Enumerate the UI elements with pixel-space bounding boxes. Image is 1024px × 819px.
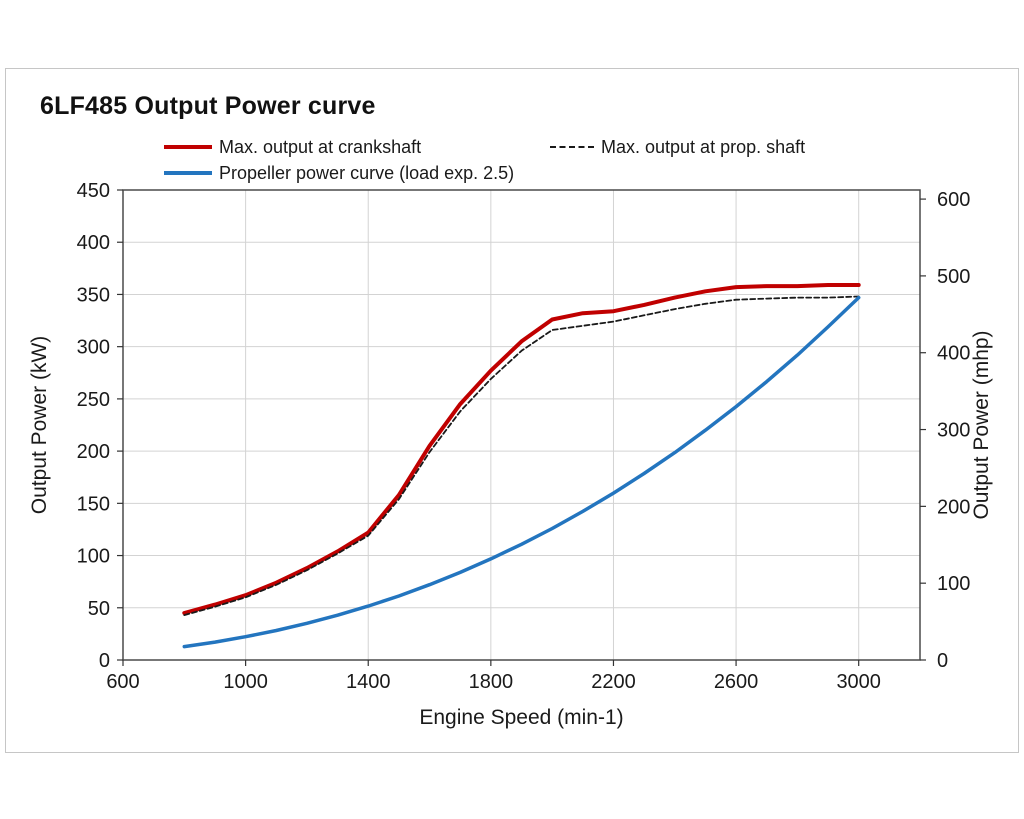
svg-text:200: 200: [77, 441, 110, 463]
svg-text:400: 400: [77, 232, 110, 254]
svg-text:0: 0: [99, 650, 110, 672]
chart-title: 6LF485 Output Power curve: [40, 92, 376, 120]
svg-text:Output Power (kW): Output Power (kW): [28, 336, 51, 515]
legend-label-crankshaft: Max. output at crankshaft: [219, 136, 422, 157]
legend-item-prop-shaft: Max. output at prop. shaft: [550, 136, 805, 158]
svg-text:350: 350: [77, 284, 110, 306]
legend-item-propeller: Propeller power curve (load exp. 2.5): [164, 162, 514, 184]
svg-text:Engine Speed (min-1): Engine Speed (min-1): [419, 706, 623, 729]
svg-text:Output Power (mhp): Output Power (mhp): [970, 330, 993, 519]
svg-text:600: 600: [106, 671, 139, 693]
svg-text:3000: 3000: [836, 671, 881, 693]
chart-border-frame: [5, 68, 1019, 753]
legend-item-crankshaft: Max. output at crankshaft: [164, 136, 421, 158]
legend-line-crankshaft-icon: [164, 145, 212, 149]
svg-text:400: 400: [937, 343, 970, 365]
svg-text:450: 450: [77, 180, 110, 202]
svg-text:2600: 2600: [714, 671, 759, 693]
legend-label-prop-shaft: Max. output at prop. shaft: [601, 136, 806, 157]
svg-text:200: 200: [937, 496, 970, 518]
svg-text:2200: 2200: [591, 671, 636, 693]
svg-text:1800: 1800: [469, 671, 514, 693]
svg-text:1400: 1400: [346, 671, 391, 693]
legend-line-propeller-icon: [164, 171, 212, 175]
svg-text:600: 600: [937, 189, 970, 211]
svg-text:300: 300: [937, 420, 970, 442]
svg-text:500: 500: [937, 266, 970, 288]
svg-text:0: 0: [937, 650, 948, 672]
svg-text:100: 100: [77, 546, 110, 568]
legend-line-prop-shaft-icon: [550, 146, 594, 148]
svg-text:1000: 1000: [223, 671, 268, 693]
svg-text:300: 300: [77, 337, 110, 359]
svg-text:100: 100: [937, 573, 970, 595]
svg-text:150: 150: [77, 493, 110, 515]
svg-text:250: 250: [77, 389, 110, 411]
legend-label-propeller: Propeller power curve (load exp. 2.5): [219, 162, 515, 183]
svg-text:50: 50: [88, 598, 110, 620]
